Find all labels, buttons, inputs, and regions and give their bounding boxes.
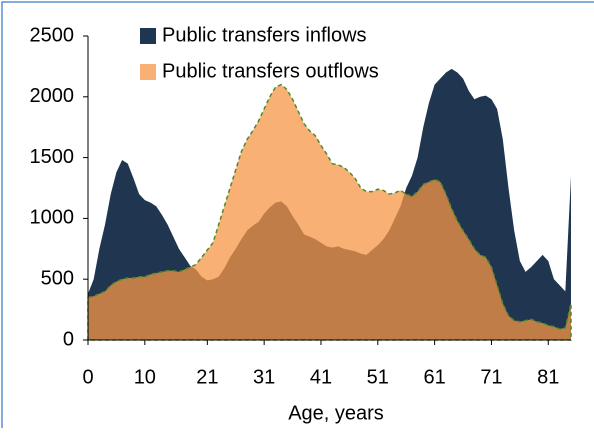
y-tick-label: 2000 bbox=[30, 85, 75, 107]
legend-swatch bbox=[140, 28, 156, 44]
x-tick-label: 71 bbox=[480, 366, 502, 388]
legend-label: Public transfers outflows bbox=[162, 60, 379, 82]
y-tick-label: 2500 bbox=[30, 24, 75, 46]
legend-swatch bbox=[140, 64, 156, 80]
x-tick-label: 10 bbox=[134, 366, 156, 388]
x-tick-label: 51 bbox=[367, 366, 389, 388]
y-tick-label: 1000 bbox=[30, 207, 75, 229]
x-tick-label: 41 bbox=[310, 366, 332, 388]
y-tick-label: 1500 bbox=[30, 146, 75, 168]
x-axis-label: Age, years bbox=[288, 402, 384, 424]
x-tick-label: 81 bbox=[537, 366, 559, 388]
area bbox=[87, 83, 572, 341]
x-tick-label: 61 bbox=[423, 366, 445, 388]
y-tick-label: 0 bbox=[63, 328, 74, 350]
x-tick-label: 21 bbox=[196, 366, 218, 388]
y-tick-label: 500 bbox=[41, 267, 74, 289]
legend-label: Public transfers inflows bbox=[162, 24, 367, 46]
x-tick-label: 0 bbox=[82, 366, 93, 388]
x-tick-label: 31 bbox=[253, 366, 275, 388]
